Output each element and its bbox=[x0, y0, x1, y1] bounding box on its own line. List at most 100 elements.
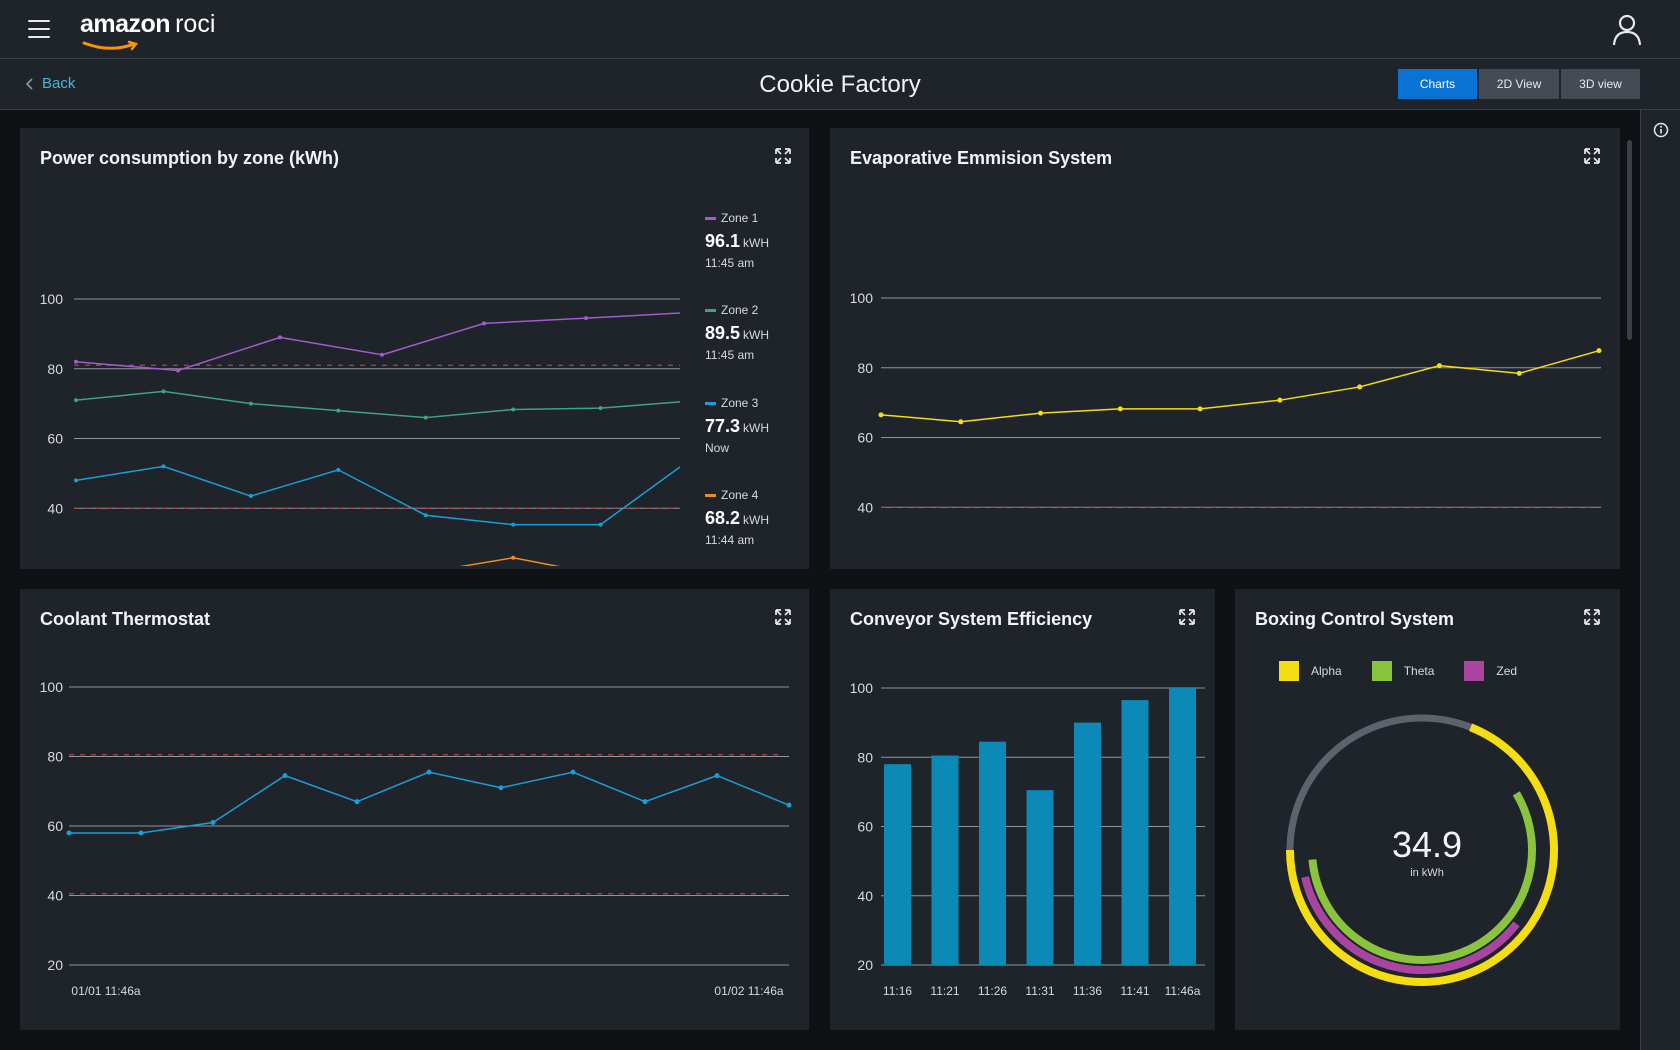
data-point bbox=[354, 799, 360, 805]
data-point bbox=[1197, 406, 1203, 412]
legend-swatch bbox=[1464, 661, 1485, 681]
coolant-thermostat-panel: Coolant Thermostat 20 40 60 80 100 01/01 11:4… bbox=[20, 589, 809, 1030]
y-tick-label: 100 bbox=[40, 291, 64, 307]
conveyor-efficiency-panel: Conveyor System Efficiency 20 40 60 80 100 11… bbox=[830, 589, 1215, 1030]
panel-title: Conveyor System Efficiency bbox=[850, 609, 1093, 629]
bar bbox=[979, 741, 1006, 965]
data-point bbox=[74, 398, 78, 403]
zone-unit: kWH bbox=[743, 513, 770, 527]
legend-zone-4: Zone 4 68.2 kWH 11:44 am bbox=[705, 488, 795, 547]
series-line bbox=[69, 771, 790, 834]
zone-time: 11:45 am bbox=[705, 348, 755, 362]
bar bbox=[931, 755, 959, 965]
legend-item-zed: Zed bbox=[1464, 661, 1517, 681]
legend-label: Theta bbox=[1403, 664, 1435, 678]
boxing-control-panel: Boxing Control System Alpha Theta Zed 34… bbox=[1235, 589, 1620, 1030]
data-point bbox=[511, 555, 516, 560]
expand-icon[interactable] bbox=[1584, 148, 1600, 164]
scrollbar[interactable] bbox=[1627, 140, 1632, 340]
data-point bbox=[161, 389, 166, 394]
bar bbox=[1121, 700, 1149, 965]
data-point bbox=[642, 799, 648, 805]
zone-unit: kWH bbox=[743, 421, 770, 435]
x-tick-label: 11:41 bbox=[1120, 984, 1149, 998]
zone-name: Zone 2 bbox=[721, 303, 759, 317]
tab-charts[interactable]: Charts bbox=[1398, 69, 1477, 99]
y-tick-label: 100 bbox=[40, 679, 64, 695]
x-tick-label: 11:36 bbox=[1073, 984, 1102, 998]
bar bbox=[1026, 790, 1054, 965]
zone-name: Zone 1 bbox=[721, 211, 759, 225]
bar bbox=[884, 764, 911, 965]
panel-title: Evaporative Emmision System bbox=[850, 148, 1113, 168]
data-point bbox=[1436, 363, 1442, 369]
y-tick-label: 40 bbox=[857, 888, 873, 904]
data-point bbox=[482, 321, 486, 326]
y-tick-label: 60 bbox=[47, 818, 63, 834]
bar bbox=[1169, 688, 1196, 965]
data-point bbox=[878, 412, 884, 418]
legend-label: Alpha bbox=[1311, 664, 1342, 678]
panel-title: Coolant Thermostat bbox=[40, 609, 211, 629]
donut-center-value: 34.9 bbox=[1391, 824, 1463, 865]
page-header: Back Cookie Factory Charts 2D View 3D vi… bbox=[0, 59, 1680, 110]
x-tick-label: 01/02 11:46a bbox=[714, 984, 784, 998]
legend-swatch bbox=[705, 401, 716, 405]
data-point bbox=[511, 522, 516, 527]
data-point bbox=[282, 773, 288, 779]
data-point bbox=[570, 769, 576, 775]
expand-icon[interactable] bbox=[775, 148, 791, 164]
hamburger-menu-icon[interactable] bbox=[28, 20, 50, 38]
tab-3d-view[interactable]: 3D view bbox=[1561, 69, 1640, 99]
data-point bbox=[138, 830, 144, 836]
expand-icon[interactable] bbox=[775, 609, 791, 625]
page-title: Cookie Factory bbox=[759, 71, 921, 98]
data-point bbox=[423, 513, 428, 518]
data-point bbox=[1277, 397, 1283, 403]
legend-swatch bbox=[1279, 661, 1299, 681]
panel-title: Boxing Control System bbox=[1255, 609, 1455, 629]
data-point bbox=[66, 830, 72, 836]
data-point bbox=[176, 368, 180, 373]
zone-value: 68.2 bbox=[705, 508, 741, 528]
zone-time: 11:45 am bbox=[705, 256, 755, 270]
brand-main: amazon bbox=[80, 10, 171, 38]
bar bbox=[1074, 722, 1101, 965]
data-point bbox=[584, 316, 588, 321]
legend-zone-2: Zone 2 89.5 kWH 11:45 am bbox=[705, 303, 795, 362]
legend-zone-3: Zone 3 77.3 kWH Now bbox=[705, 396, 795, 455]
expand-icon[interactable] bbox=[1584, 609, 1600, 625]
data-point bbox=[161, 464, 166, 469]
y-tick-label: 60 bbox=[47, 431, 63, 447]
y-tick-label: 20 bbox=[857, 957, 873, 973]
data-point bbox=[210, 820, 216, 826]
zone-value: 77.3 bbox=[705, 416, 741, 436]
y-tick-label: 100 bbox=[850, 680, 874, 696]
y-tick-label: 80 bbox=[47, 749, 63, 765]
zone-unit: kWH bbox=[743, 328, 770, 342]
data-point bbox=[74, 478, 78, 483]
user-icon[interactable] bbox=[1610, 13, 1644, 47]
tab-2d-view[interactable]: 2D View bbox=[1479, 69, 1559, 99]
info-icon[interactable] bbox=[1653, 122, 1669, 138]
y-tick-label: 80 bbox=[857, 749, 873, 765]
legend-item-theta: Theta bbox=[1371, 661, 1435, 681]
donut-arc-alpha bbox=[1286, 723, 1558, 986]
y-tick-label: 60 bbox=[857, 430, 873, 446]
data-point bbox=[498, 785, 504, 791]
right-side-rail bbox=[1640, 110, 1680, 1050]
legend-swatch bbox=[705, 216, 716, 220]
series-line bbox=[75, 312, 680, 372]
data-point bbox=[598, 522, 603, 527]
app-logo: amazon roci bbox=[80, 10, 215, 51]
zone-time: Now bbox=[705, 441, 730, 455]
data-point bbox=[336, 467, 341, 472]
series-line bbox=[459, 557, 561, 566]
back-button[interactable]: Back bbox=[26, 75, 75, 92]
expand-icon[interactable] bbox=[1179, 609, 1195, 625]
chevron-left-icon bbox=[26, 77, 33, 90]
legend-zone-1: Zone 1 96.1 kWH 11:45 am bbox=[705, 211, 795, 270]
zone-name: Zone 4 bbox=[721, 488, 759, 502]
data-point bbox=[714, 773, 720, 779]
